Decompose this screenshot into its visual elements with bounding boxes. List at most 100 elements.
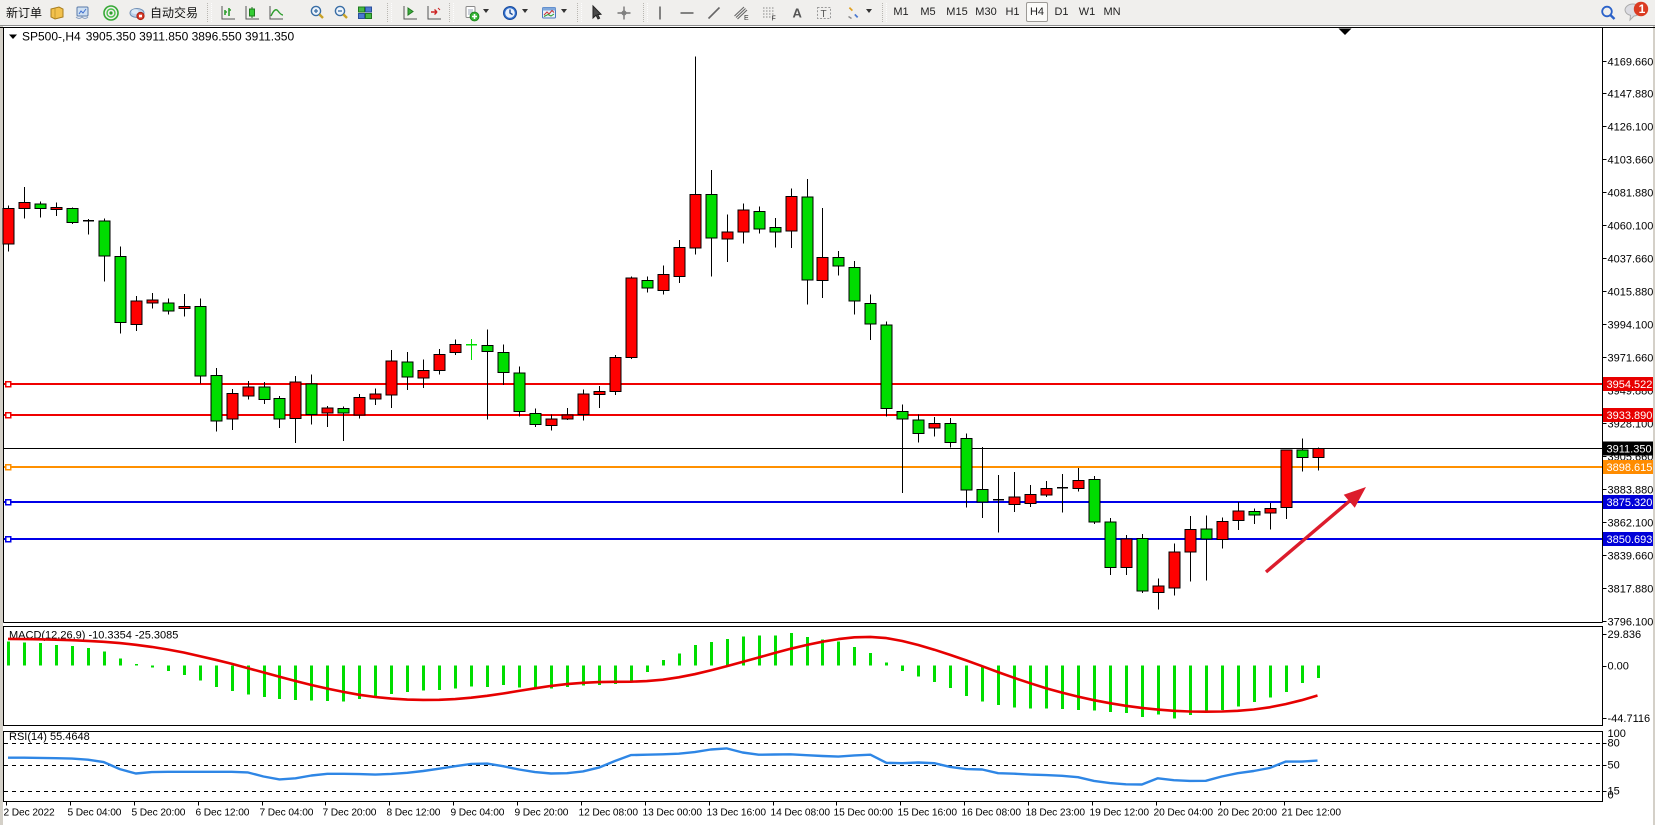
candle <box>481 329 494 420</box>
candle <box>976 447 989 518</box>
candle <box>993 475 1004 533</box>
text-label-icon[interactable]: T <box>813 1 835 24</box>
candle <box>673 240 686 283</box>
tile-windows-icon[interactable] <box>354 1 376 24</box>
candle <box>737 203 750 244</box>
chart-title: SP500-,H4 3905.350 3911.850 3896.550 3911… <box>22 30 294 44</box>
time-axis-label: 20 Dec 04:00 <box>1154 808 1214 819</box>
templates-dropdown-icon[interactable] <box>561 9 567 13</box>
price-axis-label: 3883.880 <box>1608 485 1654 497</box>
new-order-button[interactable]: 新订单 <box>5 6 42 20</box>
svg-text:1: 1 <box>1639 2 1646 16</box>
svg-text:T: T <box>821 9 827 20</box>
horizontal-line-icon[interactable] <box>676 1 698 24</box>
window-right-edge <box>1653 26 1655 825</box>
indicators-icon[interactable] <box>460 1 482 24</box>
candle <box>34 201 47 218</box>
time-axis-label: 18 Dec 23:00 <box>1026 808 1086 819</box>
candle <box>1136 534 1149 594</box>
templates-icon[interactable] <box>538 1 560 24</box>
line-chart-icon[interactable] <box>265 1 287 24</box>
candle <box>832 250 845 276</box>
timeframe-d1[interactable]: D1 <box>1054 6 1069 18</box>
auto-scroll-icon[interactable] <box>423 1 445 24</box>
price-axis-label: 3971.660 <box>1608 353 1654 365</box>
candle <box>1216 517 1229 549</box>
candle <box>577 389 590 421</box>
time-axis-label: 20 Dec 20:00 <box>1218 808 1278 819</box>
candle <box>321 406 334 428</box>
candle <box>1040 481 1053 497</box>
timeframe-w1[interactable]: W1 <box>1078 6 1096 18</box>
chat-icon[interactable]: 1 <box>1620 1 1652 24</box>
candle <box>50 202 63 216</box>
candle <box>401 352 414 390</box>
level-line-anchor[interactable] <box>4 498 12 506</box>
candle <box>801 178 814 305</box>
candle <box>1120 535 1133 575</box>
macd-axis-label: -44.7116 <box>1608 713 1651 725</box>
periods-icon[interactable] <box>499 1 521 24</box>
macd-axis-label: 29.836 <box>1608 629 1642 641</box>
indicators-dropdown-icon[interactable] <box>483 9 489 13</box>
candle <box>944 418 957 448</box>
timeframe-h1[interactable]: H1 <box>1005 6 1020 18</box>
timeframe-m30[interactable]: M30 <box>975 6 997 18</box>
autotrading-icon[interactable] <box>126 1 148 24</box>
chart-shift-marker[interactable] <box>1338 28 1352 36</box>
candle <box>289 376 302 443</box>
macd-axis-label: 0.00 <box>1608 661 1629 673</box>
level-line-anchor[interactable] <box>4 380 12 388</box>
arrows-icon[interactable] <box>843 1 865 24</box>
chart-shift-icon[interactable] <box>399 1 421 24</box>
trendline-icon[interactable] <box>703 1 725 24</box>
candle <box>769 218 782 248</box>
autotrading-label[interactable]: 自动交易 <box>149 6 198 20</box>
fibonacci-icon[interactable]: F <box>758 1 780 24</box>
candle-chart-icon[interactable] <box>241 1 263 24</box>
timeframe-h4[interactable]: H4 <box>1026 2 1048 22</box>
zoom-in-icon[interactable] <box>306 1 328 24</box>
candle <box>226 388 239 430</box>
level-line-anchor[interactable] <box>4 535 12 543</box>
timeframe-m1[interactable]: M1 <box>893 6 909 18</box>
level-line-anchor[interactable] <box>4 463 12 471</box>
rsi-line <box>8 747 1318 786</box>
cursor-icon[interactable] <box>585 1 607 24</box>
candle <box>1248 508 1261 524</box>
toolbar-separator <box>387 3 392 22</box>
candle <box>1232 502 1245 530</box>
time-axis-label: 13 Dec 16:00 <box>707 808 767 819</box>
price-badge-label: 3898.615 <box>1607 462 1653 474</box>
candle <box>625 276 638 359</box>
search-icon[interactable] <box>1598 1 1618 24</box>
time-axis-label: 14 Dec 08:00 <box>771 808 831 819</box>
rsi-axis-label: 15 <box>1608 786 1620 798</box>
vertical-line-icon[interactable] <box>649 1 671 24</box>
bar-chart-icon[interactable] <box>217 1 239 24</box>
market-watch-icon[interactable] <box>46 1 68 24</box>
arrows-dropdown-icon[interactable] <box>866 9 872 13</box>
timeframe-m5[interactable]: M5 <box>920 6 936 18</box>
symbol-dropdown-icon[interactable] <box>9 34 17 40</box>
data-window-icon[interactable] <box>71 1 93 24</box>
crosshair-icon[interactable] <box>613 1 635 24</box>
trend-arrow-annotation[interactable] <box>1264 499 1351 574</box>
timeframe-mn[interactable]: MN <box>1103 6 1121 18</box>
time-axis-label: 15 Dec 00:00 <box>834 808 894 819</box>
candle <box>1104 518 1117 575</box>
timeframe-m15[interactable]: M15 <box>946 6 968 18</box>
time-axis-label: 9 Dec 04:00 <box>451 808 505 819</box>
rsi-axis-label: 80 <box>1608 738 1620 750</box>
price-axis-label: 3862.100 <box>1608 518 1654 530</box>
rsi-axis-label: 50 <box>1608 760 1620 772</box>
rsi-pane-border <box>3 731 1603 802</box>
channel-icon[interactable]: E <box>730 1 752 24</box>
time-axis-label: 15 Dec 16:00 <box>898 808 958 819</box>
text-icon[interactable]: A <box>786 1 808 24</box>
zoom-out-icon[interactable] <box>330 1 352 24</box>
navigator-icon[interactable] <box>100 1 122 24</box>
level-line-anchor[interactable] <box>4 411 12 419</box>
candle <box>337 406 350 441</box>
periods-dropdown-icon[interactable] <box>522 9 528 13</box>
